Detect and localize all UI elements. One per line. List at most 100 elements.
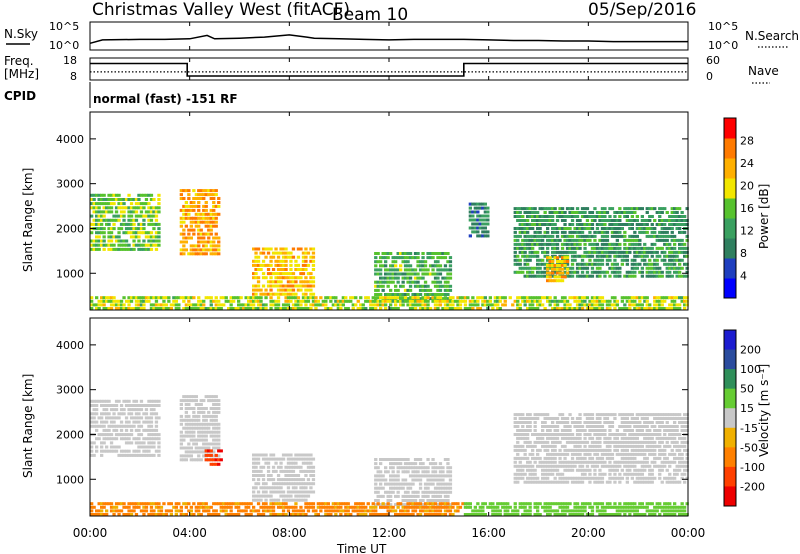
heatmap-cell [653, 456, 657, 460]
heatmap-cell [578, 468, 582, 472]
heatmap-cell [105, 437, 109, 441]
heatmap-cell [304, 268, 308, 271]
heatmap-cell [431, 280, 435, 284]
heatmap-cell [132, 218, 136, 222]
heatmap-cell [109, 416, 114, 420]
heatmap-cell [269, 272, 273, 276]
heatmap-cell [516, 215, 520, 218]
heatmap-cell [603, 246, 607, 250]
heatmap-cell [105, 296, 109, 300]
heatmap-cell [580, 234, 585, 238]
heatmap-cell [541, 234, 545, 238]
heatmap-cell [590, 417, 595, 420]
heatmap-cell [344, 299, 348, 303]
heatmap-cell [678, 230, 682, 234]
colorbar-segment [724, 118, 736, 139]
heatmap-cell [620, 452, 624, 456]
heatmap-cell [521, 230, 525, 234]
heatmap-cell [129, 453, 134, 457]
heatmap-cell [518, 211, 522, 214]
heatmap-cell [585, 452, 590, 456]
heatmap-cell [423, 299, 428, 303]
heatmap-cell [668, 433, 672, 436]
heatmap-cell [129, 441, 134, 445]
heatmap-cell [114, 299, 119, 303]
heatmap-cell [386, 256, 390, 260]
heatmap-cell [324, 299, 328, 303]
heatmap-cell [580, 307, 585, 310]
heatmap-cell [640, 307, 644, 310]
heatmap-cell [177, 509, 181, 513]
heatmap-cell [137, 214, 141, 218]
heatmap-cell [533, 480, 537, 484]
heatmap-cell [555, 433, 560, 436]
heatmap-cell [570, 242, 575, 246]
heatmap-cell [588, 476, 592, 480]
heatmap-cell [533, 433, 537, 436]
heatmap-cell [466, 307, 470, 310]
heatmap-cell [588, 468, 592, 472]
heatmap-cell [291, 280, 296, 284]
heatmap-cell [396, 458, 400, 461]
heatmap-cell [526, 211, 530, 214]
heatmap-cell [680, 266, 684, 270]
heatmap-cell [615, 246, 619, 250]
heatmap-cell [546, 215, 550, 218]
heatmap-cell [102, 420, 106, 424]
heatmap-cell [100, 243, 104, 247]
heatmap-cell [137, 449, 141, 453]
heatmap-cell [214, 403, 218, 406]
heatmap-cell [685, 296, 689, 300]
heatmap-cell [551, 452, 555, 456]
heatmap-cell [558, 421, 562, 424]
heatmap-cell [284, 292, 288, 296]
heatmap-cell [441, 252, 445, 255]
heatmap-cell [598, 238, 602, 242]
heatmap-cell [548, 279, 552, 283]
heatmap-cell [396, 307, 400, 310]
heatmap-cell [588, 234, 592, 238]
heatmap-cell [663, 238, 667, 242]
heatmap-cell [426, 307, 430, 310]
heatmap-cell [595, 452, 600, 456]
heatmap-cell [92, 303, 96, 307]
heatmap-cell [254, 284, 258, 288]
heatmap-cell [560, 263, 565, 267]
heatmap-cell [563, 429, 567, 432]
heatmap-cell [184, 434, 188, 438]
heatmap-cell [575, 242, 580, 246]
heatmap-cell [461, 296, 465, 300]
heatmap-cell [217, 430, 221, 434]
heatmap-cell [279, 288, 283, 292]
heatmap-cell [675, 303, 679, 307]
heatmap-cell [568, 429, 572, 432]
heatmap-cell [565, 425, 570, 428]
heatmap-cell [638, 270, 642, 274]
heatmap-cell [635, 440, 639, 444]
heatmap-cell [446, 462, 450, 466]
cpid-text: normal (fast) -151 RF [93, 92, 238, 106]
heatmap-cell [100, 222, 104, 226]
heatmap-cell [583, 433, 587, 436]
heatmap-cell [625, 421, 629, 424]
heatmap-cell [528, 421, 532, 424]
heatmap-cell [304, 453, 308, 457]
heatmap-cell [583, 234, 587, 238]
heatmap-cell [413, 252, 418, 255]
heatmap-cell [610, 421, 615, 424]
heatmap-cell [389, 303, 393, 307]
heatmap-cell [194, 307, 198, 310]
heatmap-cell [199, 407, 203, 410]
heatmap-cell [227, 513, 231, 516]
heatmap-cell [546, 448, 550, 452]
heatmap-cell [551, 250, 555, 254]
heatmap-cell [132, 235, 136, 239]
heatmap-cell [533, 476, 537, 480]
heatmap-cell [374, 482, 378, 486]
heatmap-cell [209, 434, 213, 438]
heatmap-cell [296, 494, 301, 498]
heatmap-cell [468, 299, 472, 303]
heatmap-cell [389, 503, 393, 507]
heatmap-cell [182, 197, 186, 200]
heatmap-cell [613, 296, 617, 300]
